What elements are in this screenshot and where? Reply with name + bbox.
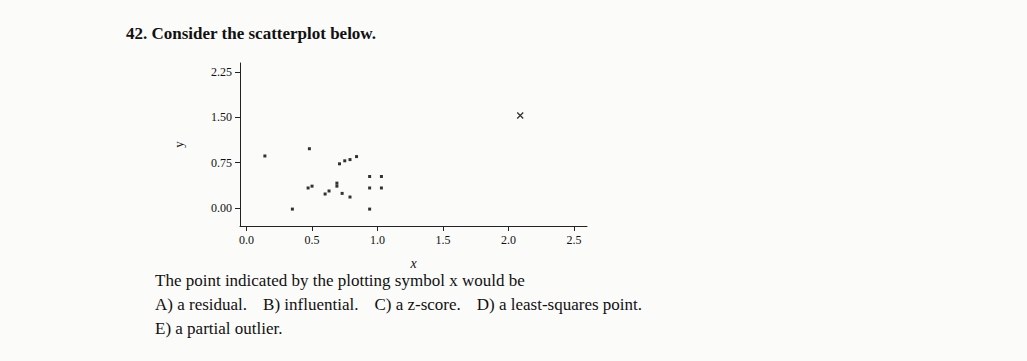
svg-text:0.5: 0.5 — [305, 233, 320, 247]
svg-text:2.5: 2.5 — [566, 233, 581, 247]
html-text:D) a least-squares point.: D) a least-squares point. — [476, 295, 642, 314]
svg-text:x: x — [409, 256, 417, 271]
html-text:A) a residual.: A) a residual. — [155, 295, 248, 314]
svg-text:2.25: 2.25 — [211, 65, 232, 79]
svg-text:0.75: 0.75 — [211, 156, 232, 170]
html-text:B) influential.: B) influential. — [263, 295, 359, 314]
svg-text:0.00: 0.00 — [211, 201, 232, 215]
html-text:42. Consider the scatterplot b: 42. Consider the scatterplot below. — [126, 24, 376, 43]
svg-text:y: y — [171, 141, 186, 148]
svg-text:0.0: 0.0 — [239, 233, 254, 247]
svg-text:1.0: 1.0 — [370, 233, 385, 247]
svg-text:2.0: 2.0 — [501, 233, 516, 247]
svg-text:1.50: 1.50 — [211, 110, 232, 124]
html-text:E) a partial outlier.: E) a partial outlier. — [155, 319, 283, 338]
svg-text:1.5: 1.5 — [435, 233, 450, 247]
html-text:The point indicated by the plo: The point indicated by the plotting symb… — [155, 271, 525, 290]
html-text:C) a z-score.: C) a z-score. — [374, 295, 461, 314]
